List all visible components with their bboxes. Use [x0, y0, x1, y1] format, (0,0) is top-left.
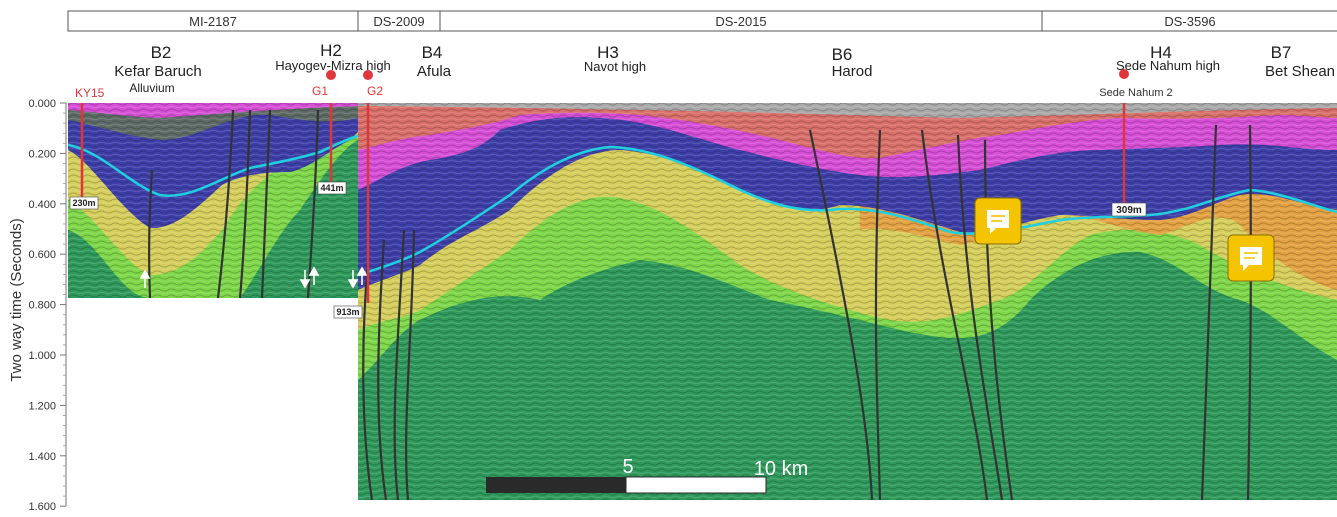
- fault-line: [1200, 124, 1218, 501]
- well-name: Sede Nahum 2: [1099, 87, 1172, 99]
- alluvium-label: Alluvium: [129, 81, 174, 95]
- profile-label: MI-2187: [189, 14, 237, 29]
- fault-arrows: [139, 266, 368, 289]
- structure-code: H2: [320, 41, 342, 60]
- fault-line: [216, 109, 235, 299]
- fault-line: [238, 109, 252, 299]
- y-axis-tick-label: 1.200: [28, 400, 56, 412]
- well-depth: 309m: [1116, 205, 1142, 216]
- up-arrow: [139, 269, 151, 288]
- fault-line: [377, 239, 388, 501]
- profile-label: DS-2015: [715, 14, 766, 29]
- down-arrow: [299, 270, 311, 289]
- fault-line: [405, 229, 416, 501]
- fault-line: [393, 229, 406, 501]
- structure-code: B6: [832, 45, 853, 64]
- up-arrow: [356, 266, 368, 285]
- y-axis: 0.000 0.200 0.400 0.600 0.800 1.000 1.200 1.400…: [8, 98, 67, 513]
- profile-label: DS-3596: [1164, 14, 1215, 29]
- y-axis-tick-label: 0.000: [28, 98, 56, 110]
- fault-line: [260, 109, 272, 299]
- structure-code: B7: [1271, 43, 1292, 62]
- scale-bar-dark: [486, 477, 626, 493]
- y-axis-tick-label: 0.600: [28, 249, 56, 261]
- fault-line: [956, 134, 1004, 501]
- fault-line: [874, 129, 882, 501]
- faults: [148, 109, 1252, 501]
- scale-bar-light: [625, 476, 767, 494]
- profile-header: MI-2187 DS-2009 DS-2015 DS-3596: [67, 10, 1337, 32]
- structure-name: Harod: [832, 63, 873, 80]
- down-arrow: [347, 270, 359, 289]
- well-marker: [1119, 69, 1129, 79]
- fault-line: [306, 109, 320, 299]
- main-seismic-panel: [358, 103, 1337, 500]
- well-depth: 913m: [336, 307, 359, 317]
- structure-name: Hayogev-Mizra high: [275, 58, 391, 73]
- fault-line: [148, 169, 154, 299]
- well-name: G1: [312, 84, 328, 98]
- structure-code: B2: [151, 43, 172, 62]
- y-axis-tick-label: 0.800: [28, 300, 56, 312]
- structure-name: Afula: [417, 63, 452, 80]
- profile-label: DS-2009: [373, 14, 424, 29]
- structure-name: Kefar Baruch: [114, 63, 202, 80]
- y-axis-tick-label: 1.600: [28, 501, 56, 513]
- structure-code: H4: [1150, 43, 1172, 62]
- left-seismic-panel: [68, 103, 358, 298]
- well-marker: [326, 70, 336, 80]
- well-marker: [363, 70, 373, 80]
- structure-code: B4: [422, 43, 443, 62]
- comment-note-icon[interactable]: [974, 197, 1022, 245]
- well-name: KY15: [75, 86, 105, 100]
- structure-name: Navot high: [584, 59, 646, 74]
- scale-bar-end-label: 10 km: [754, 458, 808, 480]
- up-arrow: [308, 266, 320, 285]
- fault-line: [808, 129, 874, 501]
- wells: KY15 230m G1 441m G2 913m Sede Nahum 2 3…: [69, 69, 1173, 319]
- well-name: G2: [367, 84, 383, 98]
- fault-line: [1246, 124, 1252, 501]
- well-depth: 230m: [72, 198, 95, 208]
- well-depth: 441m: [320, 183, 343, 193]
- structure-name: Sede Nahum high: [1116, 58, 1220, 73]
- y-axis-tick-label: 1.400: [28, 451, 56, 463]
- fault-line: [362, 259, 374, 501]
- structure-code: H3: [597, 43, 619, 62]
- y-axis-tick-label: 1.000: [28, 350, 56, 362]
- profile-box-ds-3596: [1041, 10, 1337, 32]
- structure-labels: B2 Kefar Baruch Alluvium H2 Hayogev-Mizr…: [114, 41, 1335, 95]
- scale-bar-mid-label: 5: [622, 456, 633, 478]
- y-axis-label: Two way time (Seconds): [8, 218, 25, 381]
- scale-bar: 5 10 km: [486, 456, 808, 494]
- comment-note-icon[interactable]: [1227, 234, 1275, 282]
- y-axis-tick-label: 0.200: [28, 148, 56, 160]
- y-axis-tick-label: 0.400: [28, 199, 56, 211]
- fault-line: [920, 129, 989, 501]
- structure-name: Bet Shean: [1265, 63, 1335, 80]
